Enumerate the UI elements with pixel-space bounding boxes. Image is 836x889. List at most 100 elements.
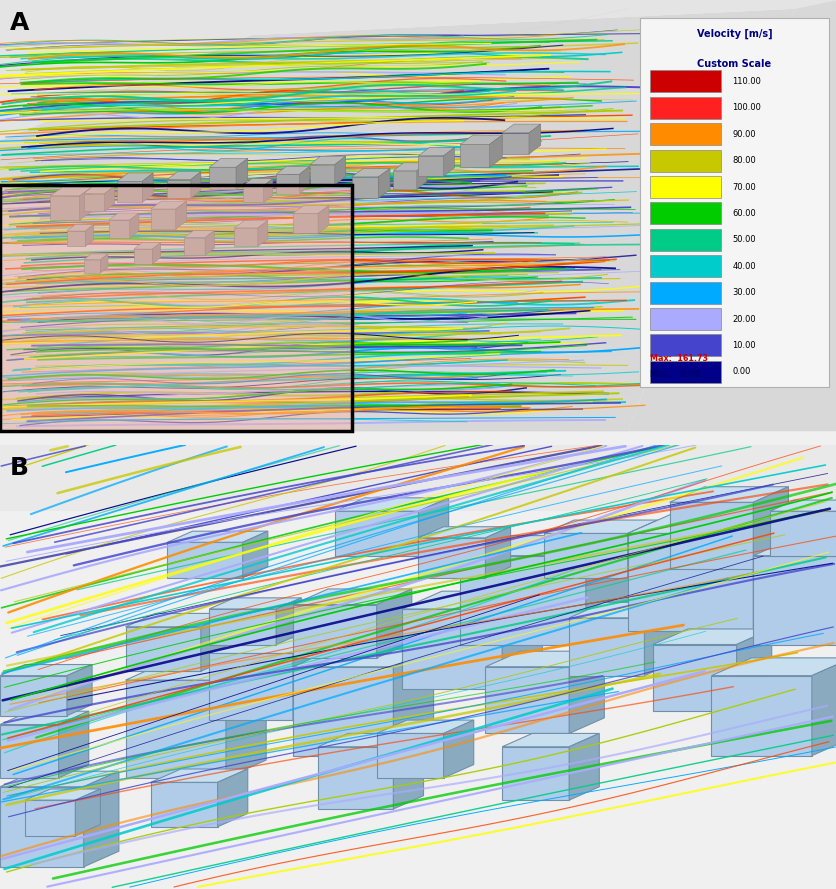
Bar xyxy=(150,209,176,228)
Bar xyxy=(418,156,443,176)
Polygon shape xyxy=(485,526,510,578)
Polygon shape xyxy=(299,166,309,194)
Polygon shape xyxy=(176,201,186,228)
Polygon shape xyxy=(25,789,100,800)
Polygon shape xyxy=(293,205,329,213)
Polygon shape xyxy=(125,662,266,680)
Polygon shape xyxy=(217,769,247,827)
Polygon shape xyxy=(418,148,454,156)
Bar xyxy=(234,228,257,246)
Bar xyxy=(650,255,721,277)
Polygon shape xyxy=(79,187,92,220)
Text: B: B xyxy=(10,455,29,479)
Bar xyxy=(460,556,585,645)
Polygon shape xyxy=(293,638,328,720)
Polygon shape xyxy=(130,213,139,237)
Polygon shape xyxy=(334,498,448,511)
Polygon shape xyxy=(376,589,411,658)
Polygon shape xyxy=(568,603,679,618)
Bar xyxy=(109,220,130,237)
Polygon shape xyxy=(627,0,836,431)
Polygon shape xyxy=(627,520,657,578)
Polygon shape xyxy=(418,498,448,556)
Bar xyxy=(418,538,485,578)
Bar xyxy=(84,194,104,212)
Bar xyxy=(25,800,75,836)
Text: 110.00: 110.00 xyxy=(732,77,760,86)
Polygon shape xyxy=(134,243,161,249)
Bar xyxy=(650,308,721,330)
Text: 40.00: 40.00 xyxy=(732,261,755,271)
Polygon shape xyxy=(318,205,329,233)
Polygon shape xyxy=(502,124,540,132)
Bar xyxy=(568,618,644,676)
Bar xyxy=(711,676,811,756)
Bar xyxy=(650,124,721,145)
Polygon shape xyxy=(393,163,426,171)
Bar xyxy=(209,167,236,189)
Bar xyxy=(650,361,721,383)
Polygon shape xyxy=(293,589,411,605)
Polygon shape xyxy=(276,597,301,645)
Bar xyxy=(117,181,142,203)
Polygon shape xyxy=(201,613,231,671)
Polygon shape xyxy=(276,166,309,174)
Polygon shape xyxy=(184,230,214,237)
Text: 10.00: 10.00 xyxy=(732,341,755,350)
Bar xyxy=(650,70,721,92)
Polygon shape xyxy=(568,733,599,800)
Bar xyxy=(752,556,836,645)
Bar xyxy=(150,782,217,827)
Polygon shape xyxy=(84,254,108,260)
Bar xyxy=(769,511,836,556)
Bar xyxy=(669,502,752,569)
Bar xyxy=(650,228,721,251)
Polygon shape xyxy=(528,124,540,154)
Bar xyxy=(650,149,721,172)
Bar xyxy=(334,511,418,556)
Bar xyxy=(318,747,393,809)
Bar xyxy=(0,725,59,778)
Polygon shape xyxy=(0,771,119,787)
Bar xyxy=(351,177,378,198)
Polygon shape xyxy=(669,487,788,502)
Polygon shape xyxy=(236,158,247,189)
Text: Max:  161.73: Max: 161.73 xyxy=(650,354,707,363)
Polygon shape xyxy=(100,254,108,273)
Polygon shape xyxy=(125,613,231,627)
Bar xyxy=(125,680,226,778)
Polygon shape xyxy=(67,665,92,716)
Polygon shape xyxy=(489,135,502,167)
Bar xyxy=(502,747,568,800)
Bar xyxy=(650,97,721,119)
Bar xyxy=(209,653,293,720)
Bar xyxy=(650,334,721,356)
Text: 80.00: 80.00 xyxy=(732,156,755,165)
Bar xyxy=(242,186,263,203)
Polygon shape xyxy=(67,224,94,231)
Polygon shape xyxy=(752,487,788,569)
Polygon shape xyxy=(142,173,153,203)
Bar xyxy=(650,282,721,304)
Polygon shape xyxy=(502,733,599,747)
Polygon shape xyxy=(150,201,186,209)
Polygon shape xyxy=(568,651,604,733)
Polygon shape xyxy=(378,169,390,198)
Polygon shape xyxy=(117,173,153,181)
Bar xyxy=(293,605,376,658)
Polygon shape xyxy=(416,163,426,189)
Text: 50.00: 50.00 xyxy=(732,236,755,244)
Bar xyxy=(125,627,201,671)
Polygon shape xyxy=(109,213,139,220)
Polygon shape xyxy=(401,591,542,609)
Bar xyxy=(0,676,67,716)
Bar xyxy=(309,164,334,185)
Bar xyxy=(650,176,721,198)
Text: 0.00: 0.00 xyxy=(732,367,750,376)
Bar xyxy=(84,260,100,273)
Polygon shape xyxy=(50,187,92,196)
Polygon shape xyxy=(150,769,247,782)
Bar xyxy=(50,196,79,220)
Polygon shape xyxy=(205,230,214,255)
Polygon shape xyxy=(209,597,301,609)
